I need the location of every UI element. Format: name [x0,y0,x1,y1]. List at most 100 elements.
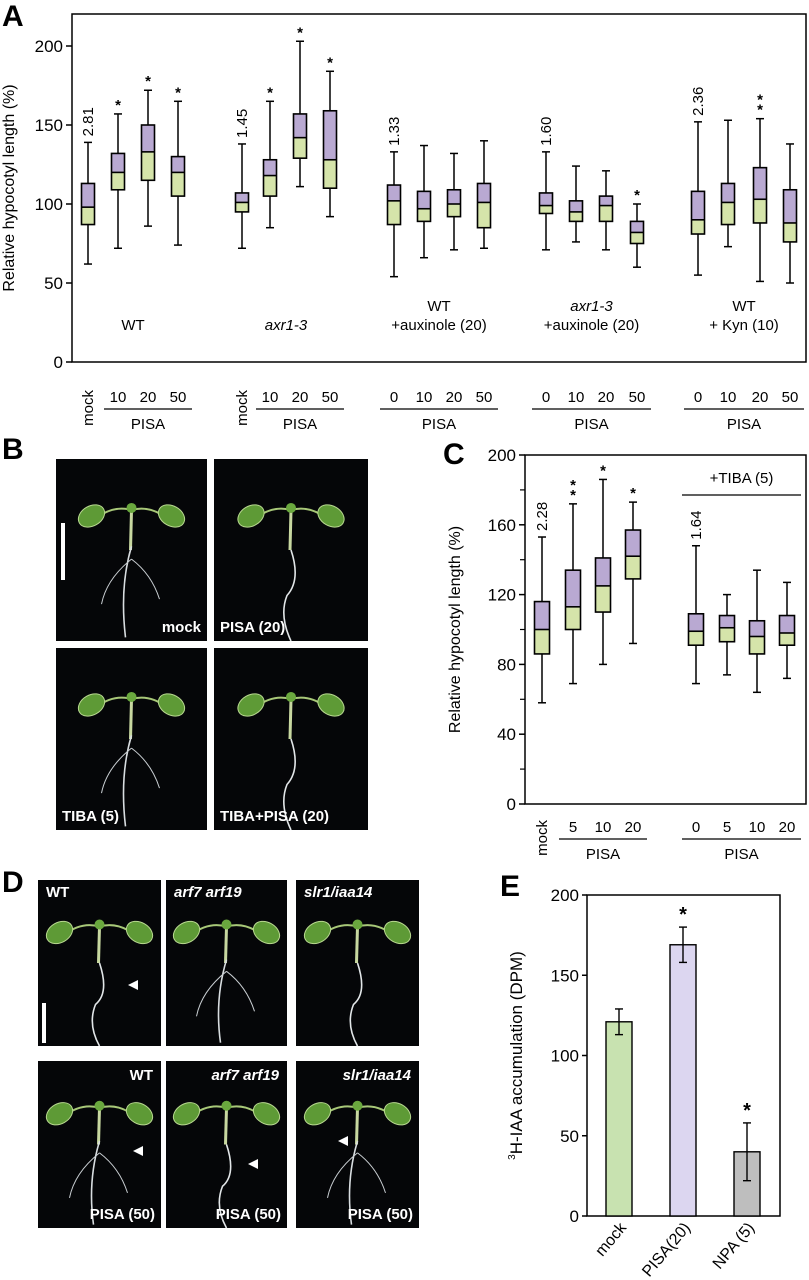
photo-label: WT [46,884,70,901]
box-lower [569,211,583,222]
box-outline [322,109,338,189]
box-group: 0 10 20 50 1.33 PISA WT +auxinole (20) [380,117,498,433]
significance-marker: * [757,102,763,119]
panel-letter-a: A [2,0,24,33]
y-tick-label: 200 [35,37,63,56]
box-outline [594,557,612,613]
box-upper [534,601,550,630]
box-outline [476,182,492,229]
box-outline [386,184,402,226]
box-lower [417,208,431,222]
box-upper [81,183,95,208]
box-outline [80,182,96,226]
box-outline [170,155,186,197]
photo-label: slr1/iaa14 [342,1067,411,1084]
panel-d-photo: WT [38,880,161,1046]
box-lower [141,151,155,181]
ratio-label: 2.28 [534,502,551,531]
y-tick-label: 200 [488,446,516,465]
box-upper [749,620,765,637]
y-axis-label: 3H-IAA accumulation (DPM) [507,951,526,1160]
y-tick-label: 120 [488,586,516,605]
box-upper [719,615,735,628]
box-upper [477,183,491,203]
photo-label: PISA (20) [220,619,286,636]
box-lower [753,199,767,223]
y-tick-label: 50 [44,274,63,293]
box-lower [779,632,795,646]
seedling-image [237,502,345,641]
seedling-image [237,691,345,830]
y-tick-label: 0 [570,1207,579,1226]
panel-letter-e: E [500,870,521,903]
group-name: WT [732,298,755,315]
pisa-label: PISA [574,416,608,433]
significance-marker: * [145,73,151,90]
category-label: 10 [110,389,127,406]
seedling-image [172,919,281,1043]
photo-label: TIBA (5) [62,808,119,825]
box-lower [447,204,461,217]
category-label: 0 [692,819,700,836]
photo-label: slr1/iaa14 [304,884,373,901]
box-upper [625,530,641,557]
box-lower [688,631,704,646]
ratio-label: 1.60 [538,117,555,146]
category-label: 5 [723,819,731,836]
box-outline [778,614,796,647]
box-lower [263,175,277,197]
category-label: 20 [779,819,796,836]
y-tick-label: 200 [551,886,579,905]
box-outline [533,600,551,655]
chart-panel-e: 0 50 100 150 200 3H-IAA accumulation (DPM) moc… [507,886,781,1280]
box-outline [752,166,768,224]
box-upper [691,191,705,220]
box-upper [387,185,401,201]
box-lower [595,585,611,613]
y-tick-label: 0 [54,353,63,372]
box-upper [779,615,795,633]
ratio-label: 1.45 [234,109,251,138]
photo-treatment-label: PISA (50) [89,1206,155,1223]
box-group: 0 10 ** 20 50 2.36 PISA WT + Kyn (10) [684,87,804,433]
group-name: axr1-3 [265,317,308,334]
category-label: PISA(20) [639,1220,694,1280]
box-upper [235,192,249,203]
box-group: mock * 10 * 20 * 50 2.81 PISA WT [80,73,192,433]
y-axis-label: Relative hypocotyl length (%) [447,526,464,733]
panel-d-photo: arf7 arf19 PISA (50) [166,1061,287,1228]
photo-treatment-label: PISA (50) [347,1206,413,1223]
box-lower [539,205,553,214]
box-upper [599,196,613,206]
box-group: mock * 10 * 20 * 50 1.45 PISA axr1-3 [234,24,344,433]
box-lower [111,172,125,190]
group-name: axr1-3 [570,298,613,315]
y-tick-label: 150 [551,966,579,985]
bar [605,1021,633,1217]
category-label: 20 [625,819,642,836]
y-tick-label: 100 [35,195,63,214]
panel-b-photo: mock [56,459,207,641]
photo-label: arf7 arf19 [174,884,242,901]
pisa-label: PISA [422,416,456,433]
y-tick-label: 50 [560,1127,579,1146]
box-lower [749,636,765,654]
box-outline [748,619,766,655]
category-label: mock [592,1219,630,1260]
category-label: mock [534,820,551,856]
box-lower [81,207,95,225]
box-outline [598,195,614,223]
box-outline [538,192,554,215]
category-label: 50 [170,389,187,406]
significance-marker: * [267,84,273,101]
box-lower [783,222,797,242]
category-label: 0 [694,389,702,406]
category-label: 20 [292,389,309,406]
bar [669,944,697,1217]
ratio-label: 1.64 [688,511,705,540]
group-name: WT [121,317,144,334]
panel-b-photo: TIBA+PISA (20) [214,648,368,830]
category-label: 20 [598,389,615,406]
category-label: mock [80,390,97,426]
